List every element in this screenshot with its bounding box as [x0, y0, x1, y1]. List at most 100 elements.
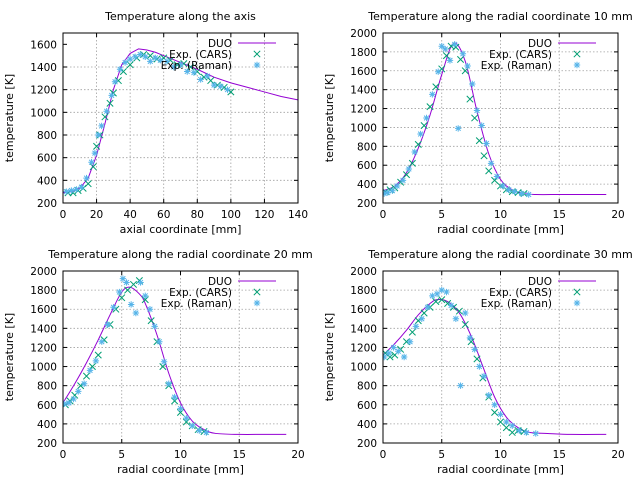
data-point-cars [502, 424, 510, 432]
y-axis-label: temperature [K] [323, 74, 336, 162]
data-point-raman [142, 53, 149, 60]
plot-frame [382, 32, 619, 204]
data-point-raman [485, 392, 492, 399]
data-point-raman [163, 58, 171, 65]
chart-panel-3: 0 5 10 15 20 200 400 600 800 1000 1200 1400 1600 1800… [3, 248, 313, 476]
chart-title: Temperature along the axis [104, 10, 256, 23]
x-tick-label: 5 [118, 449, 125, 461]
y-tick-label: 400 [357, 419, 377, 431]
data-point-cars [508, 428, 516, 437]
data-point-cars [159, 363, 167, 371]
data-point-raman [68, 187, 75, 194]
data-point-raman [123, 279, 130, 286]
plot-frame [62, 270, 299, 444]
x-tick-label: 20 [291, 449, 304, 461]
data-point-raman [108, 92, 115, 99]
y-tick-label: 1600 [350, 66, 377, 78]
data-point-raman [480, 372, 488, 380]
data-point-raman [190, 69, 198, 76]
data-point-raman [411, 148, 418, 156]
plot-area [63, 275, 287, 436]
legend-label: Exp. (CARS) [169, 287, 232, 299]
y-tick-label: 1400 [30, 323, 57, 335]
data-point-cars [420, 122, 428, 130]
legend-marker-cars [253, 288, 261, 296]
y-tick-label: 200 [357, 198, 377, 210]
data-point-raman [95, 131, 102, 139]
data-point-raman [110, 304, 117, 311]
data-point-raman [147, 58, 154, 65]
y-tick-label: 400 [357, 179, 377, 191]
data-point-raman [126, 55, 134, 63]
data-point-cars [420, 309, 428, 317]
data-point-cars [94, 351, 102, 359]
data-point-raman [197, 76, 204, 83]
data-point-raman [459, 50, 467, 57]
data-point-cars [93, 142, 101, 150]
chart-panel-2: 0 5 10 15 20 200 400 600 800 1000 1200 1400 1600 1800… [323, 10, 633, 236]
data-point-cars [473, 355, 481, 363]
data-point-raman [217, 83, 224, 90]
y-tick-label: 1200 [350, 342, 377, 354]
data-point-raman [63, 188, 70, 195]
data-point-raman [525, 191, 532, 198]
data-point-cars [386, 353, 394, 361]
data-point-raman [91, 149, 99, 157]
y-tick-label: 1600 [30, 304, 57, 316]
data-point-raman [92, 357, 100, 365]
data-point-raman [433, 290, 441, 298]
data-point-raman [204, 72, 211, 80]
x-tick-label: 15 [233, 449, 246, 461]
y-tick-label: 200 [37, 198, 57, 210]
plot-area [383, 286, 607, 437]
legend-label: DUO [528, 276, 552, 288]
data-point-cars [408, 328, 416, 336]
data-point-raman [152, 54, 159, 62]
y-tick-label: 2000 [30, 266, 57, 278]
data-point-raman [165, 380, 172, 387]
data-point-raman [203, 429, 210, 436]
data-point-raman [177, 405, 184, 412]
data-point-raman [170, 63, 177, 71]
data-point-cars [491, 408, 499, 416]
plot-area [383, 41, 607, 198]
data-point-raman [111, 78, 119, 85]
data-point-raman [184, 68, 191, 75]
y-tick-label: 200 [357, 438, 377, 450]
y-tick-label: 600 [357, 400, 377, 412]
data-point-cars [402, 171, 411, 179]
data-point-cars [147, 317, 155, 325]
data-point-raman [455, 125, 462, 132]
data-point-raman [171, 393, 178, 401]
data-point-raman [452, 315, 460, 322]
data-point-raman [157, 57, 164, 64]
y-tick-label: 800 [357, 141, 377, 153]
data-point-raman [116, 66, 124, 73]
data-point-raman [435, 68, 442, 75]
data-point-cars [480, 152, 488, 160]
x-axis-label: radial coordinate [mm] [437, 463, 564, 476]
legend-marker-raman [573, 61, 581, 69]
y-tick-label: 600 [37, 400, 57, 412]
x-tick-label: 0 [60, 449, 67, 461]
legend-label: Exp. (Raman) [481, 60, 552, 72]
data-point-raman [80, 380, 88, 387]
data-point-cars [442, 52, 451, 60]
y-tick-label: 1800 [350, 285, 377, 297]
x-tick-label: 10 [494, 449, 507, 461]
data-point-raman [516, 427, 523, 434]
y-tick-label: 2000 [350, 28, 377, 40]
data-point-cars [471, 114, 479, 122]
data-point-raman [137, 51, 144, 58]
data-point-raman [417, 130, 424, 138]
data-point-raman [503, 418, 510, 426]
data-point-cars [101, 113, 109, 121]
data-point-raman [385, 349, 393, 357]
series-line-duo [63, 48, 298, 194]
data-point-raman [405, 165, 413, 173]
data-point-raman [383, 353, 388, 361]
x-tick-label: 10 [494, 209, 507, 221]
chart-panel-1: 0 20 40 60 80 100 120 140 200 400 600 800 1000 1200 14… [3, 10, 308, 236]
data-point-raman [63, 400, 68, 408]
